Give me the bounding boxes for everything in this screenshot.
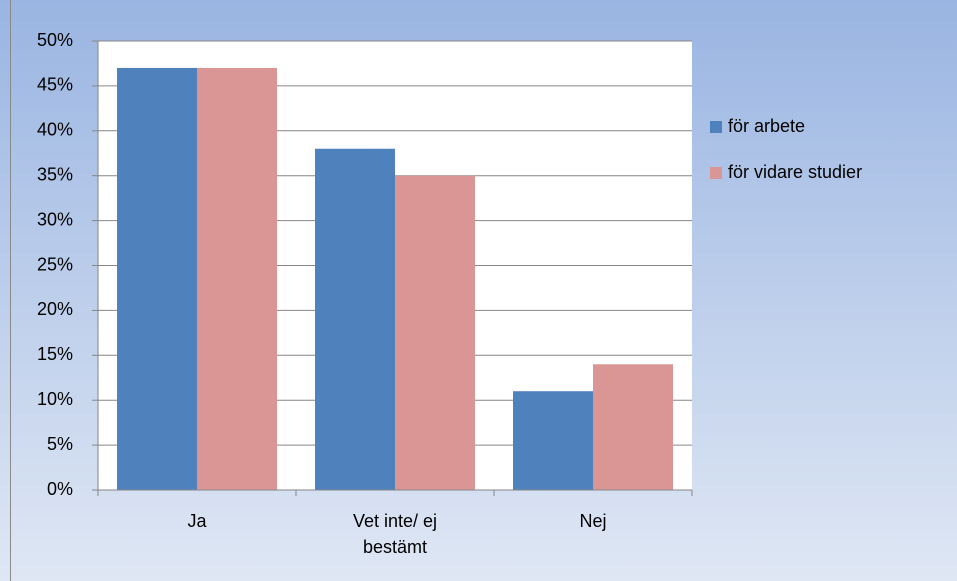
bar: [117, 67, 197, 490]
y-tick-label: 50%: [37, 30, 73, 50]
legend-label: för vidare studier: [728, 162, 862, 182]
x-tick-label: Nej: [579, 511, 607, 531]
legend-swatch: [710, 121, 722, 133]
y-tick-label: 20%: [37, 299, 73, 319]
y-tick-label: 10%: [37, 389, 73, 409]
y-tick-label: 0%: [47, 479, 73, 499]
bar: [593, 364, 673, 490]
x-tick-label: Ja: [187, 511, 207, 531]
legend-label: för arbete: [728, 116, 805, 136]
y-tick-label: 15%: [37, 344, 73, 364]
bar: [513, 391, 593, 490]
y-tick-label: 30%: [37, 209, 73, 229]
bar: [197, 67, 277, 490]
y-tick-label: 40%: [37, 120, 73, 140]
y-tick-label: 25%: [37, 254, 73, 274]
legend-swatch: [710, 167, 722, 179]
y-tick-label: 45%: [37, 75, 73, 95]
x-tick-label: Vet inte/ ej bestämt: [352, 511, 438, 557]
bar: [315, 148, 395, 490]
y-tick-label: 35%: [37, 164, 73, 184]
y-tick-label: 5%: [47, 434, 73, 454]
bar: [395, 175, 475, 490]
